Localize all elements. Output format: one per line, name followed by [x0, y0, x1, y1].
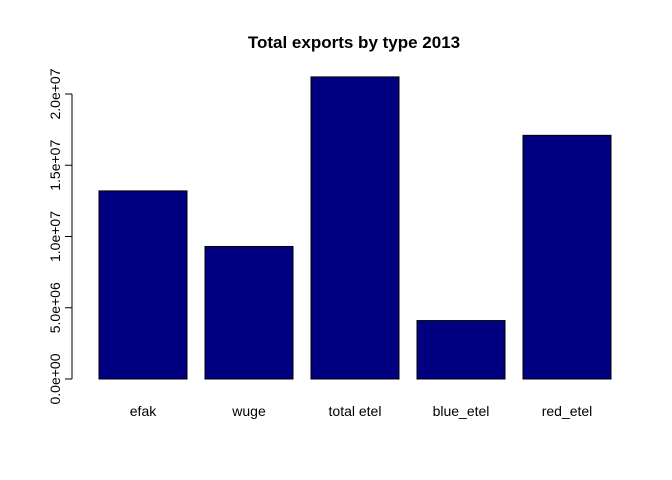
- category-label: blue_etel: [433, 403, 490, 419]
- category-label: wuge: [231, 403, 266, 419]
- x-axis-labels: efak wuge total etel blue_etel red_etel: [130, 403, 593, 419]
- y-tick-label: 0.0e+00: [47, 353, 63, 404]
- chart-title: Total exports by type 2013: [248, 33, 460, 52]
- category-label: red_etel: [542, 403, 593, 419]
- bar-red-etel: [522, 134, 612, 380]
- y-tick-label: 2.0e+07: [47, 68, 63, 119]
- bar-efak: [98, 190, 188, 380]
- y-tick-label: 5.0e+06: [47, 282, 63, 333]
- y-tick-label: 1.0e+07: [47, 211, 63, 262]
- category-label: efak: [130, 403, 157, 419]
- category-label: total etel: [329, 403, 382, 419]
- bar-wuge: [204, 245, 294, 380]
- y-tick-label: 1.5e+07: [47, 140, 63, 191]
- y-axis: 0.0e+00 5.0e+06 1.0e+07 1.5e+07 2.0e+07: [47, 68, 73, 405]
- bars: [98, 76, 612, 380]
- bar-blue-etel: [416, 320, 506, 380]
- bar-total-etel: [310, 76, 400, 380]
